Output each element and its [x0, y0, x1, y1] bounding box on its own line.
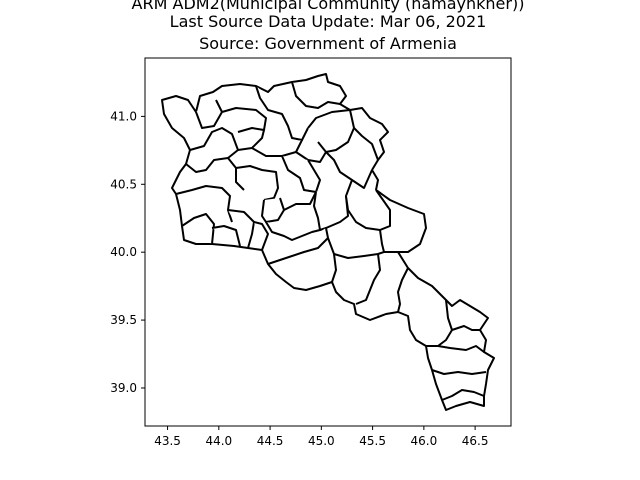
y-axis: 39.0 39.5 40.0 40.5 41.0 — [110, 109, 145, 395]
municipal-boundary-22 — [283, 191, 317, 211]
municipal-boundary-5 — [291, 81, 341, 109]
municipal-boundary-32 — [451, 325, 480, 331]
municipal-boundary-3 — [221, 107, 267, 133]
y-tick-label: 41.0 — [110, 109, 137, 123]
municipal-boundary-29 — [355, 253, 381, 305]
x-tick-label: 44.0 — [205, 434, 232, 448]
municipal-boundary-4 — [255, 85, 309, 141]
municipal-boundary-31 — [426, 299, 453, 347]
x-tick-label: 43.5 — [154, 434, 181, 448]
municipal-boundary-14 — [281, 155, 321, 193]
municipal-boundary-13 — [235, 165, 279, 201]
municipal-boundary-18 — [211, 225, 241, 247]
x-tick-label: 45.5 — [359, 434, 386, 448]
municipal-boundary-11 — [325, 151, 373, 189]
map-title-line-1: ARM ADM2(Municipal Community (hamaynkner… — [132, 0, 525, 13]
municipal-boundary-1 — [195, 99, 223, 129]
y-tick-label: 39.5 — [110, 313, 137, 327]
municipal-boundary-12 — [185, 157, 245, 191]
municipal-boundary-25 — [379, 229, 398, 253]
municipal-boundary-7 — [353, 127, 379, 161]
municipal-boundaries — [161, 73, 495, 411]
municipal-boundary-10 — [295, 151, 327, 163]
municipal-boundary-28 — [333, 251, 385, 259]
x-tick-label: 46.5 — [462, 434, 489, 448]
map-title-line-3: Source: Government of Armenia — [199, 34, 457, 53]
x-tick-label: 46.0 — [410, 434, 437, 448]
municipal-boundary-16 — [181, 213, 215, 245]
y-tick-label: 40.5 — [110, 177, 137, 191]
municipal-boundary-21 — [265, 221, 321, 241]
municipal-boundary-35 — [441, 389, 485, 401]
x-tick-label: 45.0 — [308, 434, 335, 448]
map-title-line-2: Last Source Data Update: Mar 06, 2021 — [170, 12, 487, 31]
municipal-boundary-19 — [261, 197, 285, 223]
y-tick-label: 39.0 — [110, 381, 137, 395]
municipal-boundary-20 — [253, 221, 269, 251]
municipal-boundary-8 — [237, 129, 265, 151]
municipal-boundary-24 — [345, 189, 391, 231]
x-axis: 43.5 44.0 44.5 45.0 45.5 46.0 46.5 — [154, 426, 488, 448]
municipal-boundary-33 — [437, 345, 485, 353]
x-tick-label: 44.5 — [257, 434, 284, 448]
country-outline — [161, 73, 495, 411]
municipal-boundary-34 — [431, 369, 487, 375]
municipal-boundary-27 — [327, 237, 337, 283]
y-tick-label: 40.0 — [110, 245, 137, 259]
municipal-boundary-30 — [397, 267, 409, 313]
